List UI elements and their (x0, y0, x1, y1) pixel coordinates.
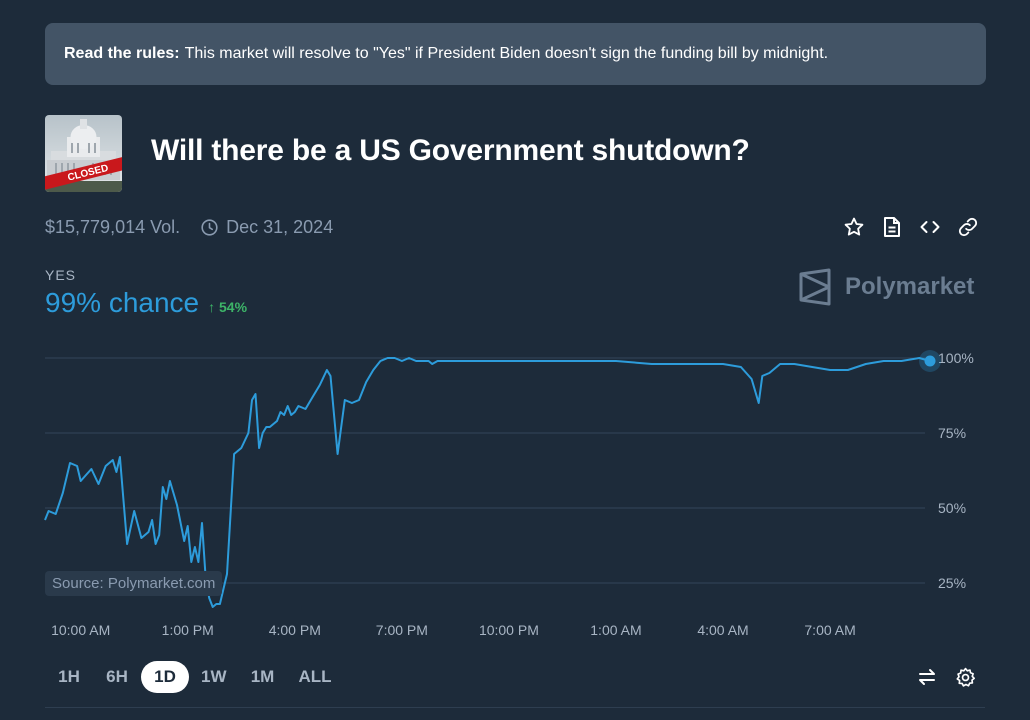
clock-icon (201, 218, 218, 236)
x-tick-label: 1:00 AM (590, 622, 641, 638)
range-1w[interactable]: 1W (201, 667, 227, 686)
price-chart: 100% 75% 50% 25% 10:00 AM 1:00 PM 4:00 PM 7:00 … (44, 350, 974, 638)
y-tick-label: 100% (938, 350, 974, 366)
chart-source: Source: Polymarket.com (45, 571, 223, 596)
market-title: Will there be a US Government shutdown? (151, 134, 750, 167)
outcome-chance: 99% chance (45, 287, 200, 318)
x-tick-label: 10:00 PM (479, 622, 539, 638)
swap-arrows-icon[interactable] (916, 666, 938, 688)
range-1h[interactable]: 1H (58, 667, 80, 686)
y-tick-label: 50% (938, 500, 966, 516)
x-tick-label: 4:00 AM (697, 622, 748, 638)
range-all[interactable]: ALL (298, 667, 332, 686)
gear-icon[interactable] (954, 666, 976, 688)
outcome-delta-value: 54% (219, 299, 248, 315)
outcome-delta: ↑ 54% (208, 299, 247, 315)
polymarket-logo-icon (799, 268, 831, 306)
polymarket-watermark: Polymarket (798, 268, 974, 306)
market-end-date: Dec 31, 2024 (226, 216, 334, 237)
x-tick-label: 10:00 AM (51, 622, 110, 638)
chart-tools (916, 666, 976, 688)
market-meta: $15,779,014 Vol. Dec 31, 2024 (45, 216, 333, 238)
rules-label: Read the rules: (64, 45, 180, 62)
outcome-chance-row: 99% chance ↑ 54% (45, 287, 247, 319)
range-6h[interactable]: 6H (106, 667, 128, 686)
x-tick-label: 7:00 PM (376, 622, 428, 638)
brand-name: Polymarket (845, 273, 975, 300)
rules-banner: Read the rules: This market will resolve… (45, 23, 986, 85)
market-volume: $15,779,014 Vol. (45, 216, 181, 237)
capitol-image: CLOSED (45, 115, 122, 192)
x-tick-label: 7:00 AM (804, 622, 855, 638)
outcome-label: YES (45, 267, 77, 283)
range-1m[interactable]: 1M (250, 667, 275, 686)
time-range-selector: 1H 6H 1D 1W 1M ALL (45, 661, 344, 693)
range-1d[interactable]: 1D (141, 661, 189, 693)
star-icon[interactable] (842, 214, 866, 240)
x-tick-label: 1:00 PM (162, 622, 214, 638)
rules-text: This market will resolve to "Yes" if Pre… (184, 45, 829, 62)
bottom-divider (45, 707, 985, 708)
yes-series-line (44, 357, 931, 608)
arrow-up-icon: ↑ (208, 299, 216, 315)
link-icon[interactable] (956, 214, 980, 240)
embed-code-icon[interactable] (918, 214, 942, 240)
market-actions (842, 214, 980, 240)
x-tick-label: 4:00 PM (269, 622, 321, 638)
y-tick-label: 75% (938, 425, 966, 441)
market-thumbnail: CLOSED (45, 115, 122, 192)
y-tick-label: 25% (938, 575, 966, 591)
document-icon[interactable] (880, 214, 904, 240)
last-point-marker (924, 355, 936, 367)
